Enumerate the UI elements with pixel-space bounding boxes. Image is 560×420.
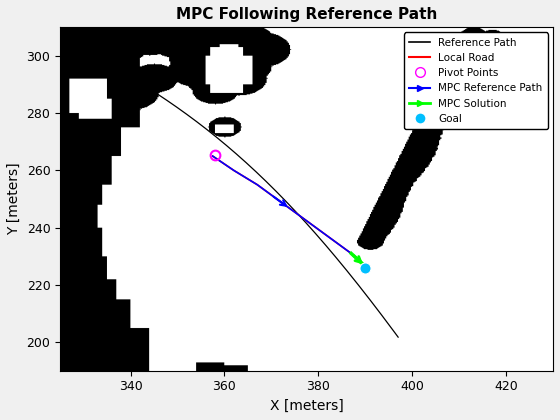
Title: MPC Following Reference Path: MPC Following Reference Path bbox=[176, 7, 437, 22]
Y-axis label: Y [meters]: Y [meters] bbox=[7, 163, 21, 235]
X-axis label: X [meters]: X [meters] bbox=[270, 399, 343, 413]
Legend: Reference Path, Local Road, Pivot Points, MPC Reference Path, MPC Solution, Goal: Reference Path, Local Road, Pivot Points… bbox=[404, 32, 548, 129]
